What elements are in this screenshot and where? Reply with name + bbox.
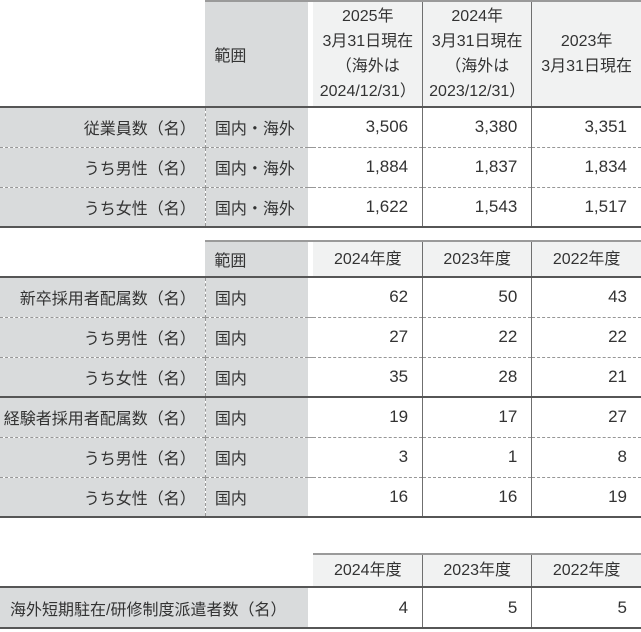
overseas-dispatch-table: 2024年度 2023年度 2022年度 海外短期駐在/研修制度派遣者数（名） … bbox=[0, 553, 641, 629]
scope-cell: 国内 bbox=[204, 436, 309, 477]
value-cell: 16 bbox=[422, 476, 532, 518]
scope-cell: 国内 bbox=[204, 396, 309, 437]
value-cell: 22 bbox=[531, 316, 641, 357]
scope-cell: 国内 bbox=[204, 276, 309, 317]
value-cell: 43 bbox=[531, 276, 641, 317]
value-cell: 1,622 bbox=[313, 186, 423, 228]
column-header-2023: 2023年 3月31日現在 bbox=[531, 0, 641, 107]
table-row: うち男性（名） 国内 3 1 8 bbox=[0, 436, 641, 477]
overseas-header-row: 2024年度 2023年度 2022年度 bbox=[0, 553, 641, 587]
table-row: うち男性（名） 国内 27 22 22 bbox=[0, 316, 641, 357]
scope-cell: 国内・海外 bbox=[204, 146, 309, 187]
value-cell: 1,884 bbox=[313, 146, 423, 187]
table-row: うち女性（名） 国内・海外 1,622 1,543 1,517 bbox=[0, 186, 641, 228]
column-header-fy2023: 2023年度 bbox=[422, 553, 532, 587]
value-cell: 62 bbox=[313, 276, 423, 317]
column-gutter bbox=[308, 276, 314, 317]
column-header-2025: 2025年 3月31日現在 （海外は 2024/12/31） bbox=[313, 0, 423, 107]
value-cell: 19 bbox=[313, 396, 423, 437]
value-cell: 1,543 bbox=[422, 186, 532, 228]
column-gutter bbox=[308, 0, 314, 107]
value-cell: 16 bbox=[313, 476, 423, 518]
header-spacer-cell bbox=[0, 241, 206, 277]
table-row: 新卒採用者配属数（名） 国内 62 50 43 bbox=[0, 276, 641, 317]
table-row: 海外短期駐在/研修制度派遣者数（名） 4 5 5 bbox=[0, 586, 641, 629]
column-header-fy2024: 2024年度 bbox=[313, 240, 423, 277]
scope-cell: 国内 bbox=[204, 476, 309, 518]
header-spacer-cell bbox=[0, 1, 206, 107]
value-cell: 17 bbox=[422, 396, 532, 437]
row-label: 経験者採用者配属数（名） bbox=[0, 396, 206, 437]
value-cell: 1,834 bbox=[531, 146, 641, 187]
column-header-fy2022: 2022年度 bbox=[531, 240, 641, 277]
table-row: うち男性（名） 国内・海外 1,884 1,837 1,834 bbox=[0, 146, 641, 187]
column-gutter bbox=[308, 316, 314, 357]
value-cell: 27 bbox=[531, 396, 641, 437]
row-label: うち女性（名） bbox=[0, 476, 206, 518]
column-gutter bbox=[308, 554, 314, 587]
column-gutter bbox=[308, 356, 314, 397]
value-cell: 1,837 bbox=[422, 146, 532, 187]
value-cell: 1 bbox=[422, 436, 532, 477]
row-label: 海外短期駐在/研修制度派遣者数（名） bbox=[0, 586, 309, 629]
value-cell: 50 bbox=[422, 276, 532, 317]
column-gutter bbox=[308, 106, 314, 147]
hiring-header-row: 範囲 2024年度 2023年度 2022年度 bbox=[0, 240, 641, 277]
column-gutter bbox=[308, 186, 314, 228]
row-label: うち男性（名） bbox=[0, 146, 206, 187]
scope-cell: 国内 bbox=[204, 316, 309, 357]
value-cell: 27 bbox=[313, 316, 423, 357]
scope-cell: 国内・海外 bbox=[204, 106, 309, 147]
column-header-fy2022: 2022年度 bbox=[531, 553, 641, 587]
table-row: 経験者採用者配属数（名） 国内 19 17 27 bbox=[0, 396, 641, 437]
table-row: 従業員数（名） 国内・海外 3,506 3,380 3,351 bbox=[0, 106, 641, 147]
value-cell: 4 bbox=[313, 586, 423, 629]
value-cell: 3,351 bbox=[531, 106, 641, 147]
row-label: うち女性（名） bbox=[0, 186, 206, 228]
column-header-fy2023: 2023年度 bbox=[422, 240, 532, 277]
column-gutter bbox=[308, 240, 314, 277]
row-label: うち女性（名） bbox=[0, 356, 206, 397]
value-cell: 5 bbox=[531, 586, 641, 629]
value-cell: 3 bbox=[313, 436, 423, 477]
column-gutter bbox=[308, 146, 314, 187]
row-label: 新卒採用者配属数（名） bbox=[0, 276, 206, 317]
value-cell: 22 bbox=[422, 316, 532, 357]
employees-table: 範囲 2025年 3月31日現在 （海外は 2024/12/31） 2024年 … bbox=[0, 0, 641, 228]
column-header-fy2024: 2024年度 bbox=[313, 553, 423, 587]
column-gutter bbox=[308, 396, 314, 437]
value-cell: 19 bbox=[531, 476, 641, 518]
scope-column-header: 範囲 bbox=[205, 0, 309, 107]
value-cell: 8 bbox=[531, 436, 641, 477]
scope-cell: 国内 bbox=[204, 356, 309, 397]
value-cell: 5 bbox=[422, 586, 532, 629]
scope-column-header: 範囲 bbox=[205, 240, 309, 277]
row-label: うち男性（名） bbox=[0, 436, 206, 477]
row-label: うち男性（名） bbox=[0, 316, 206, 357]
table-row: うち女性（名） 国内 16 16 19 bbox=[0, 476, 641, 518]
value-cell: 35 bbox=[313, 356, 423, 397]
column-gutter bbox=[308, 436, 314, 477]
scope-cell: 国内・海外 bbox=[204, 186, 309, 228]
header-spacer-cell bbox=[0, 554, 309, 587]
value-cell: 21 bbox=[531, 356, 641, 397]
row-label: 従業員数（名） bbox=[0, 106, 206, 147]
column-header-2024: 2024年 3月31日現在 （海外は 2023/12/31） bbox=[422, 0, 532, 107]
hiring-table: 範囲 2024年度 2023年度 2022年度 新卒採用者配属数（名） 国内 6… bbox=[0, 240, 641, 518]
value-cell: 1,517 bbox=[531, 186, 641, 228]
value-cell: 28 bbox=[422, 356, 532, 397]
table-row: うち女性（名） 国内 35 28 21 bbox=[0, 356, 641, 397]
employees-header-row: 範囲 2025年 3月31日現在 （海外は 2024/12/31） 2024年 … bbox=[0, 0, 641, 107]
value-cell: 3,380 bbox=[422, 106, 532, 147]
value-cell: 3,506 bbox=[313, 106, 423, 147]
column-gutter bbox=[308, 476, 314, 518]
column-gutter bbox=[308, 586, 314, 629]
